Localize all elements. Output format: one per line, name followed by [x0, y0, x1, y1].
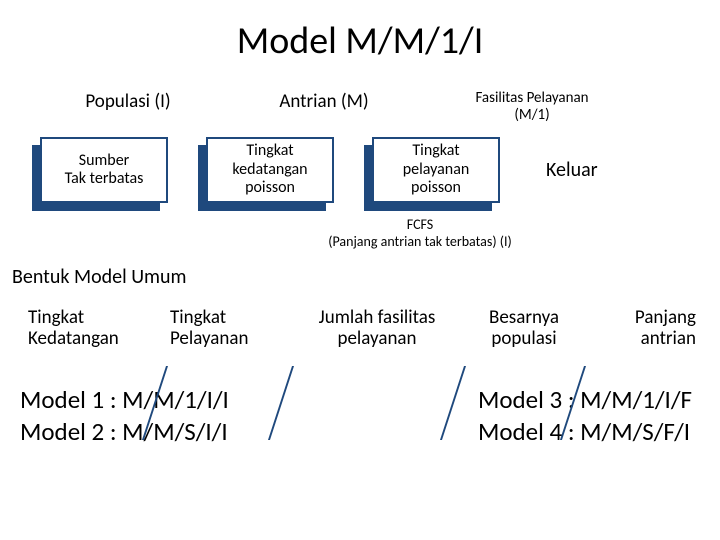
page-title: Model M/M/1/I	[0, 0, 720, 72]
terms-row: Tingkat Kedatangan Tingkat Pelayanan Jum…	[0, 307, 720, 351]
term-pelayanan-l2: Pelayanan	[170, 327, 248, 350]
bentuk-heading: Bentuk Model Umum	[0, 265, 720, 289]
term-panjang-l1: Panjang	[635, 306, 696, 329]
header-fasilitas-l1: Fasilitas Pelayanan	[475, 89, 588, 107]
term-pelayanan: Tingkat Pelayanan	[170, 307, 280, 351]
term-jumlah: Jumlah fasilitas pelayanan	[302, 307, 452, 351]
term-kedatangan: Tingkat Kedatangan	[28, 307, 148, 351]
box-pelayanan: Tingkat pelayanan poisson	[372, 137, 500, 203]
header-populasi: Populasi (I)	[58, 90, 198, 123]
model-4: Model 4 : M/M/S/F/I	[478, 416, 692, 447]
box-kedatangan-l1: Tingkat	[246, 141, 293, 160]
label-keluar: Keluar	[546, 158, 598, 182]
header-antrian: Antrian (M)	[254, 90, 394, 123]
term-panjang: Panjang antrian	[596, 307, 696, 351]
model-1: Model 1 : M/M/1/I/I	[20, 384, 229, 415]
box-pelayanan-l1: Tingkat	[412, 141, 459, 160]
models-right: Model 3 : M/M/1/I/F Model 4 : M/M/S/F/I	[478, 384, 692, 447]
column-headers-row: Populasi (I) Antrian (M) Fasilitas Pelay…	[0, 90, 720, 123]
box-front: Tingkat kedatangan poisson	[206, 137, 334, 203]
models-row: Model 1 : M/M/1/I/I Model 2 : M/M/S/I/I …	[0, 384, 720, 447]
fcfs-l1: FCFS	[407, 216, 433, 233]
model-2: Model 2 : M/M/S/I/I	[20, 416, 229, 447]
header-fasilitas-l2: (M/1)	[514, 106, 549, 124]
box-kedatangan-l3: poisson	[245, 178, 295, 197]
box-sumber: Sumber Tak terbatas	[40, 137, 168, 203]
model-3: Model 3 : M/M/1/I/F	[478, 384, 692, 415]
models-left: Model 1 : M/M/1/I/I Model 2 : M/M/S/I/I	[20, 384, 229, 447]
term-kedatangan-l2: Kedatangan	[28, 327, 119, 350]
fcfs-l2: (Panjang antrian tak terbatas) (I)	[328, 233, 512, 250]
term-kedatangan-l1: Tingkat	[28, 306, 84, 329]
box-sumber-l2: Tak terbatas	[65, 169, 144, 188]
term-panjang-l2: antrian	[641, 327, 696, 350]
fcfs-caption: FCFS (Panjang antrian tak terbatas) (I)	[120, 217, 720, 251]
term-besarnya: Besarnya populasi	[474, 307, 574, 351]
box-sumber-l1: Sumber	[79, 151, 129, 170]
box-kedatangan: Tingkat kedatangan poisson	[206, 137, 334, 203]
term-besarnya-l2: populasi	[491, 327, 556, 350]
flow-boxes-row: Sumber Tak terbatas Tingkat kedatangan p…	[0, 137, 720, 203]
box-front: Tingkat pelayanan poisson	[372, 137, 500, 203]
term-jumlah-l1: Jumlah fasilitas	[319, 306, 436, 329]
box-pelayanan-l2: pelayanan	[403, 160, 470, 179]
term-jumlah-l2: pelayanan	[337, 327, 416, 350]
term-besarnya-l1: Besarnya	[489, 306, 559, 329]
box-front: Sumber Tak terbatas	[40, 137, 168, 203]
term-pelayanan-l1: Tingkat	[170, 306, 226, 329]
box-kedatangan-l2: kedatangan	[232, 160, 307, 179]
box-pelayanan-l3: poisson	[411, 178, 461, 197]
header-fasilitas: Fasilitas Pelayanan (M/1)	[452, 90, 612, 123]
